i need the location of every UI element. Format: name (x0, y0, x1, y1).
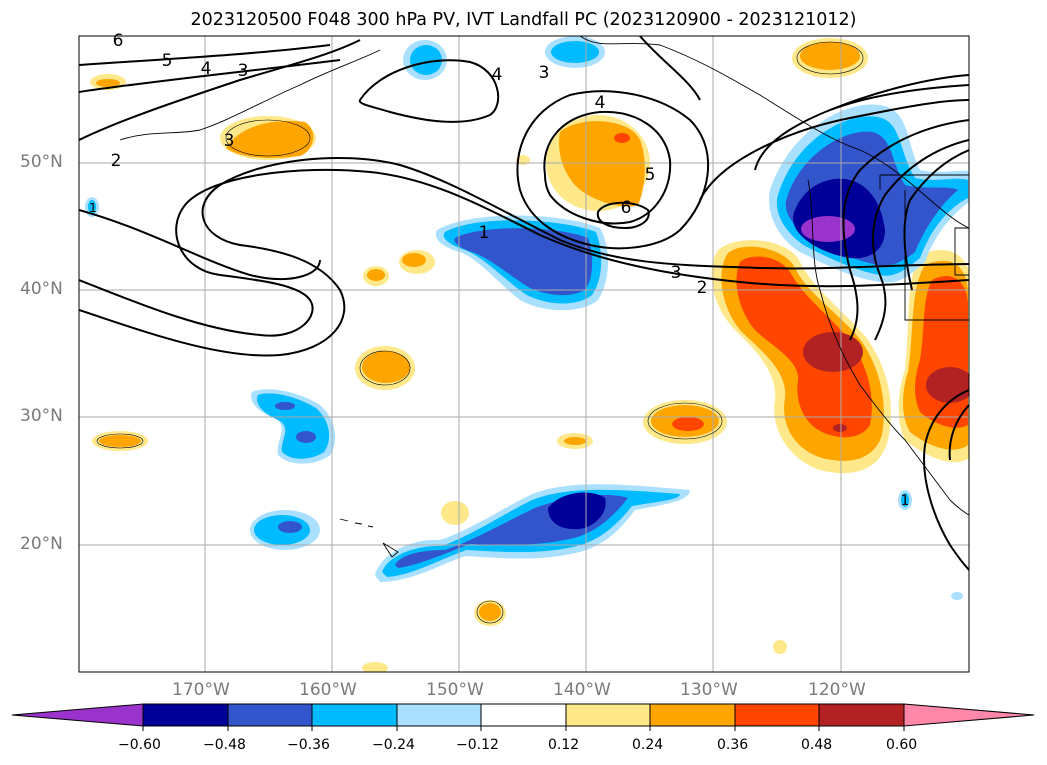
colorbar-bin (142, 703, 229, 727)
colorbar-tick-label: 0.60 (886, 737, 918, 753)
contour-label: 1 (479, 223, 490, 243)
longitude-label: 160°W (299, 680, 357, 700)
colorbar-tick-label: 0.12 (548, 737, 580, 753)
colorbar-bin (565, 703, 651, 727)
contour-label: 4 (595, 93, 606, 113)
contour-label: 2 (111, 151, 122, 171)
longitude-label: 120°W (808, 680, 866, 700)
contour-label: 2 (697, 278, 708, 298)
shaded-anomalies (79, 36, 969, 672)
colorbar-bin (227, 703, 313, 727)
contour-label: 6 (621, 198, 632, 218)
plot-frame (78, 35, 970, 673)
contour-label: 1 (901, 493, 910, 509)
colorbar-bin (734, 703, 820, 727)
colorbar-tick-label: 0.48 (801, 737, 833, 753)
colorbar-tick-label: 0.36 (717, 737, 749, 753)
contour-label: 6 (113, 31, 124, 51)
colorbar-overflow-triangle (903, 703, 1035, 727)
longitude-label: 150°W (426, 680, 484, 700)
anomaly-outlines (96, 41, 864, 624)
colorbar-tick-label: 0.24 (632, 737, 664, 753)
colorbar-tick-label: −0.48 (203, 737, 246, 753)
contour-label: 5 (162, 51, 173, 71)
colorbar-underflow-triangle (11, 703, 144, 727)
map-title: 2023120500 F048 300 hPa PV, IVT Landfall… (190, 10, 857, 30)
colorbar-ticks (142, 726, 905, 731)
contour-label: 3 (671, 263, 682, 283)
contour-label: 4 (492, 65, 503, 85)
longitude-label: 130°W (680, 680, 738, 700)
contour-label: 3 (539, 63, 550, 83)
latitude-label: 20°N (20, 534, 63, 554)
contour-label: 1 (89, 201, 97, 215)
contour-label: 4 (201, 59, 212, 79)
longitude-label: 140°W (553, 680, 611, 700)
colorbar-bin (818, 703, 905, 727)
colorbar (11, 703, 1035, 731)
latitude-label: 40°N (20, 279, 63, 299)
contour-label: 5 (645, 165, 656, 185)
strong-positive-regions (803, 332, 969, 432)
gridlines (79, 36, 969, 672)
latitude-label: 50°N (20, 152, 63, 172)
colorbar-tick-label: −0.36 (287, 737, 330, 753)
colorbar-bin (396, 703, 482, 727)
colorbar-tick-label: −0.24 (372, 737, 415, 753)
contour-label: 3 (238, 61, 249, 81)
colorbar-tick-label: −0.60 (118, 737, 161, 753)
longitude-label: 170°W (172, 680, 230, 700)
colorbar-bin (480, 703, 567, 727)
contour-label-group: 6 5 4 3 2 3 4 3 4 5 6 1 3 2 1 1 (89, 31, 909, 509)
pv-contours (79, 36, 969, 571)
latitude-label: 30°N (20, 406, 63, 426)
colorbar-bin (311, 703, 398, 727)
colorbar-tick-label: −0.12 (456, 737, 499, 753)
extreme-negative-region (801, 216, 855, 242)
contour-label: 3 (224, 131, 235, 151)
colorbar-bin (649, 703, 736, 727)
